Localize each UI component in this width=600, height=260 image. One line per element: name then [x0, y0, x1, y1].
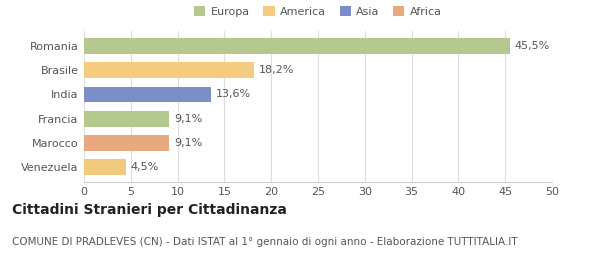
Text: 13,6%: 13,6% [216, 89, 251, 100]
Bar [84, 135, 169, 151]
Bar [84, 111, 169, 127]
Legend: Europa, America, Asia, Africa: Europa, America, Asia, Africa [192, 4, 444, 19]
Bar [84, 62, 254, 78]
Bar [84, 38, 510, 54]
Text: 9,1%: 9,1% [174, 138, 202, 148]
Text: 9,1%: 9,1% [174, 114, 202, 124]
Bar [84, 159, 126, 175]
Bar [84, 87, 211, 102]
Text: Cittadini Stranieri per Cittadinanza: Cittadini Stranieri per Cittadinanza [12, 203, 287, 217]
Text: 4,5%: 4,5% [131, 162, 159, 172]
Text: 45,5%: 45,5% [515, 41, 550, 51]
Text: 18,2%: 18,2% [259, 65, 295, 75]
Text: COMUNE DI PRADLEVES (CN) - Dati ISTAT al 1° gennaio di ogni anno - Elaborazione : COMUNE DI PRADLEVES (CN) - Dati ISTAT al… [12, 237, 518, 246]
